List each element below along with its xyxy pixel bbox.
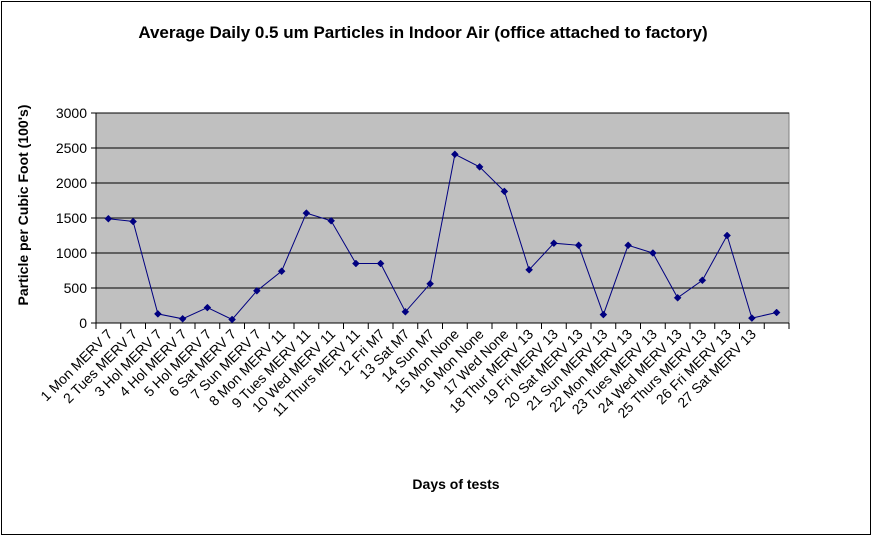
y-tick-label: 0 [79, 315, 87, 331]
data-point [624, 241, 632, 250]
data-point [673, 293, 682, 302]
data-point [178, 314, 187, 323]
data-point [352, 259, 360, 268]
data-point [723, 231, 731, 240]
y-tick-label: 3000 [56, 105, 87, 121]
data-point [203, 303, 212, 312]
data-point [376, 259, 385, 268]
y-tick-label: 1500 [56, 210, 87, 226]
data-point [277, 267, 286, 276]
data-point [401, 307, 410, 316]
chart-title: Average Daily 0.5 um Particles in Indoor… [138, 23, 707, 42]
data-point [253, 286, 261, 295]
data-point [451, 150, 459, 159]
data-point [426, 279, 434, 288]
data-point [500, 187, 509, 196]
data-point [154, 310, 162, 318]
data-point [475, 163, 484, 171]
y-tick-label: 2000 [56, 175, 87, 191]
data-point [525, 265, 533, 274]
data-point [649, 249, 657, 257]
data-point [302, 209, 311, 217]
y-tick-label: 500 [64, 280, 88, 296]
y-tick-label: 1000 [56, 245, 87, 261]
series-line [108, 153, 777, 321]
data-point [228, 315, 236, 324]
x-axis-title: Days of tests [412, 476, 499, 492]
data-point [748, 314, 756, 322]
data-point [129, 217, 137, 226]
y-axis-title: Particle per Cubic Foot (100's) [15, 105, 31, 306]
data-point [550, 239, 558, 248]
y-tick-label: 2500 [56, 140, 87, 156]
data-point [698, 276, 707, 285]
data-point [599, 310, 608, 319]
data-point [772, 308, 781, 317]
data-point [574, 241, 583, 250]
data-point [327, 216, 335, 225]
data-point [104, 214, 113, 223]
